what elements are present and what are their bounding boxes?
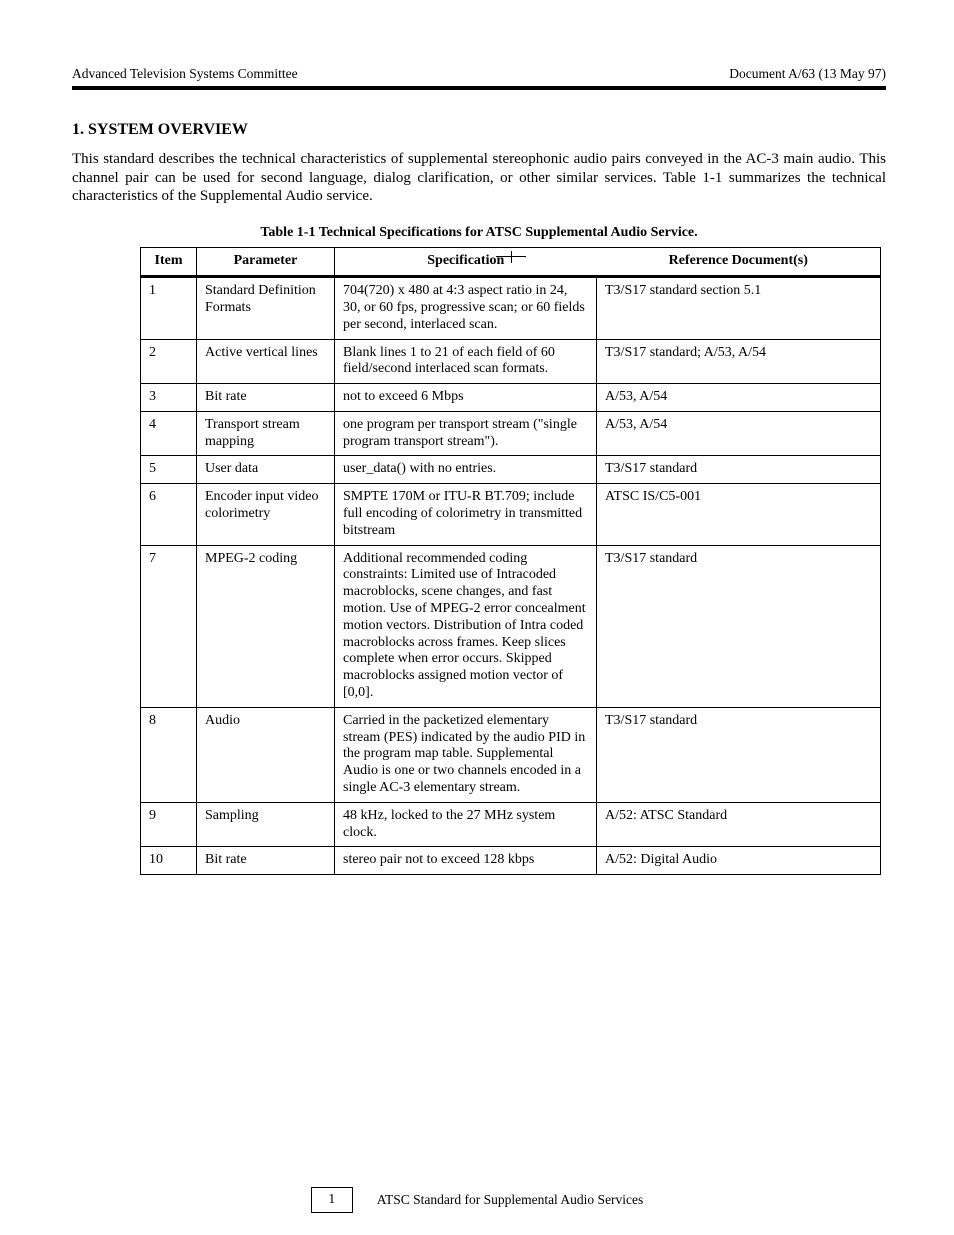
cell-item: 7: [141, 545, 197, 707]
cell-item: 10: [141, 847, 197, 875]
table-row: 9 Sampling 48 kHz, locked to the 27 MHz …: [141, 802, 881, 847]
cell-spec: one program per transport stream ("singl…: [335, 411, 597, 456]
section-heading: 1. SYSTEM OVERVIEW: [72, 120, 886, 140]
cell-param: Bit rate: [197, 847, 335, 875]
cell-ref: T3/S17 standard; A/53, A/54: [597, 339, 881, 384]
cell-item: 9: [141, 802, 197, 847]
page-header: Advanced Television Systems Committee Do…: [72, 66, 886, 82]
table-row: 8 Audio Carried in the packetized elemen…: [141, 707, 881, 802]
cell-spec: Additional recommended coding constraint…: [335, 545, 597, 707]
cell-ref: T3/S17 standard section 5.1: [597, 277, 881, 339]
table-row: 2 Active vertical lines Blank lines 1 to…: [141, 339, 881, 384]
cell-param: MPEG-2 coding: [197, 545, 335, 707]
table-row: 6 Encoder input video colorimetry SMPTE …: [141, 484, 881, 545]
cell-ref: A/53, A/54: [597, 384, 881, 412]
col-ref: Reference Document(s): [597, 248, 881, 277]
table-caption: Table 1-1 Technical Specifications for A…: [72, 224, 886, 241]
cell-ref: A/53, A/54: [597, 411, 881, 456]
intro-paragraph: This standard describes the technical ch…: [72, 150, 886, 206]
footer-text: ATSC Standard for Supplemental Audio Ser…: [377, 1192, 644, 1208]
cell-spec: user_data() with no entries.: [335, 456, 597, 484]
cell-spec: 48 kHz, locked to the 27 MHz system cloc…: [335, 802, 597, 847]
cell-param: Sampling: [197, 802, 335, 847]
cell-item: 5: [141, 456, 197, 484]
cell-item: 3: [141, 384, 197, 412]
cell-item: 6: [141, 484, 197, 545]
cell-param: Bit rate: [197, 384, 335, 412]
table-row: 3 Bit rate not to exceed 6 Mbps A/53, A/…: [141, 384, 881, 412]
header-right: Document A/63 (13 May 97): [729, 66, 886, 82]
header-rule: [72, 86, 886, 90]
table-row: 1 Standard Definition Formats 704(720) x…: [141, 277, 881, 339]
cell-item: 2: [141, 339, 197, 384]
cell-ref: A/52: Digital Audio: [597, 847, 881, 875]
table-row: 10 Bit rate stereo pair not to exceed 12…: [141, 847, 881, 875]
cell-param: Active vertical lines: [197, 339, 335, 384]
col-spec: Specification: [335, 248, 597, 277]
cell-ref: T3/S17 standard: [597, 545, 881, 707]
cell-item: 8: [141, 707, 197, 802]
cell-param: User data: [197, 456, 335, 484]
table-body: 1 Standard Definition Formats 704(720) x…: [141, 277, 881, 875]
page-number: 1: [311, 1187, 353, 1213]
cell-param: Audio: [197, 707, 335, 802]
cell-param: Encoder input video colorimetry: [197, 484, 335, 545]
table-header-row: Item Parameter Specification Reference D…: [141, 248, 881, 277]
table-row: 4 Transport stream mapping one program p…: [141, 411, 881, 456]
header-left: Advanced Television Systems Committee: [72, 66, 298, 82]
cell-param: Standard Definition Formats: [197, 277, 335, 339]
cell-spec: Carried in the packetized elementary str…: [335, 707, 597, 802]
cell-spec: 704(720) x 480 at 4:3 aspect ratio in 24…: [335, 277, 597, 339]
table-row: 5 User data user_data() with no entries.…: [141, 456, 881, 484]
cell-param: Transport stream mapping: [197, 411, 335, 456]
cell-ref: T3/S17 standard: [597, 456, 881, 484]
cell-ref: ATSC IS/C5-001: [597, 484, 881, 545]
cell-spec: stereo pair not to exceed 128 kbps: [335, 847, 597, 875]
col-parameter: Parameter: [197, 248, 335, 277]
cell-item: 1: [141, 277, 197, 339]
cell-spec: SMPTE 170M or ITU-R BT.709; include full…: [335, 484, 597, 545]
cell-item: 4: [141, 411, 197, 456]
col-item: Item: [141, 248, 197, 277]
page: Advanced Television Systems Committee Do…: [0, 0, 954, 1235]
table-row: 7 MPEG-2 coding Additional recommended c…: [141, 545, 881, 707]
cell-ref: T3/S17 standard: [597, 707, 881, 802]
spec-table: Item Parameter Specification Reference D…: [140, 247, 881, 875]
cell-spec: not to exceed 6 Mbps: [335, 384, 597, 412]
page-footer: 1 ATSC Standard for Supplemental Audio S…: [0, 1187, 954, 1213]
cell-ref: A/52: ATSC Standard: [597, 802, 881, 847]
cell-spec: Blank lines 1 to 21 of each field of 60 …: [335, 339, 597, 384]
